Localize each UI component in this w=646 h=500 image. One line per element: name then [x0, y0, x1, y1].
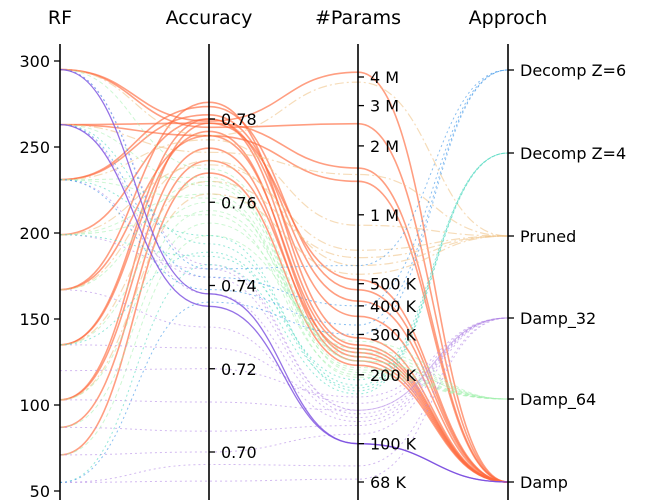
- data-curve: [59, 317, 509, 404]
- tick-label-approach: Pruned: [520, 227, 576, 246]
- tick-label-params: 1 M: [370, 206, 399, 225]
- data-curve: [59, 180, 509, 400]
- tick-label-params: 500 K: [370, 275, 417, 294]
- axis-title-rf: RF: [48, 7, 72, 29]
- axis-title-accuracy: Accuracy: [166, 7, 253, 29]
- data-curve: [59, 68, 509, 483]
- tick-label-params: 4 M: [370, 68, 399, 87]
- data-curve: [59, 164, 509, 251]
- ticks-layer: 300 250 200 150 100 50 0.78 0.76 0.74 0.72 0.70 4 M…: [19, 52, 626, 500]
- data-curve: [59, 123, 509, 483]
- curves-layer: [59, 68, 509, 483]
- data-curve: [59, 69, 509, 270]
- tick-label-accuracy: 0.70: [221, 443, 257, 462]
- data-curve: [59, 69, 509, 307]
- tick-label-approach: Decomp Z=4: [520, 144, 626, 163]
- data-curve: [59, 152, 509, 392]
- tick-label-accuracy: 0.76: [221, 193, 257, 212]
- data-curve: [59, 160, 509, 291]
- tick-label-rf: 150: [19, 310, 50, 329]
- data-curve: [59, 152, 509, 381]
- data-curve: [59, 130, 509, 483]
- data-curve: [59, 210, 509, 401]
- tick-label-accuracy: 0.78: [221, 110, 257, 129]
- data-curve: [59, 317, 509, 456]
- data-curve: [59, 69, 509, 237]
- tick-label-rf: 200: [19, 224, 50, 243]
- tick-label-params: 400 K: [370, 297, 417, 316]
- tick-label-rf: 300: [19, 52, 50, 71]
- data-curve: [59, 317, 509, 483]
- tick-label-rf: 50: [30, 482, 50, 500]
- tick-label-params: 200 K: [370, 366, 417, 385]
- data-curve: [59, 139, 509, 237]
- data-curve: [59, 68, 509, 483]
- data-curve: [59, 179, 509, 400]
- data-curve: [59, 124, 509, 400]
- data-curve: [59, 172, 509, 483]
- tick-label-approach: Decomp Z=6: [520, 61, 626, 80]
- data-curve: [59, 317, 509, 411]
- data-curve: [59, 193, 509, 401]
- data-curve: [59, 317, 509, 432]
- tick-label-params: 100 K: [370, 435, 417, 454]
- data-curve: [59, 193, 509, 400]
- tick-label-accuracy: 0.74: [221, 277, 257, 296]
- data-curve: [59, 123, 509, 483]
- tick-label-approach: Damp_32: [520, 309, 596, 329]
- tick-label-rf: 100: [19, 396, 50, 415]
- data-curve: [59, 180, 509, 346]
- tick-label-approach: Damp: [520, 473, 568, 492]
- axis-title-params: #Params: [315, 7, 401, 29]
- data-curve: [59, 69, 509, 483]
- data-curve: [59, 234, 509, 411]
- tick-label-accuracy: 0.72: [221, 360, 257, 379]
- tick-label-rf: 250: [19, 138, 50, 157]
- axis-title-approach: Approch: [469, 7, 548, 29]
- data-curve: [59, 152, 509, 483]
- tick-label-approach: Damp_64: [520, 390, 596, 410]
- tick-label-params: 300 K: [370, 325, 417, 344]
- data-curve: [59, 114, 509, 483]
- tick-label-params: 68 K: [370, 473, 406, 492]
- data-curve: [59, 176, 509, 400]
- tick-label-params: 2 M: [370, 137, 399, 156]
- data-curve: [59, 222, 509, 428]
- data-curve: [59, 101, 509, 483]
- data-curve: [59, 68, 509, 483]
- data-curve: [59, 118, 509, 483]
- data-curve: [59, 201, 509, 400]
- data-curve: [59, 152, 509, 389]
- tick-label-params: 3 M: [370, 97, 399, 116]
- data-curve: [59, 317, 509, 398]
- data-curve: [59, 179, 509, 415]
